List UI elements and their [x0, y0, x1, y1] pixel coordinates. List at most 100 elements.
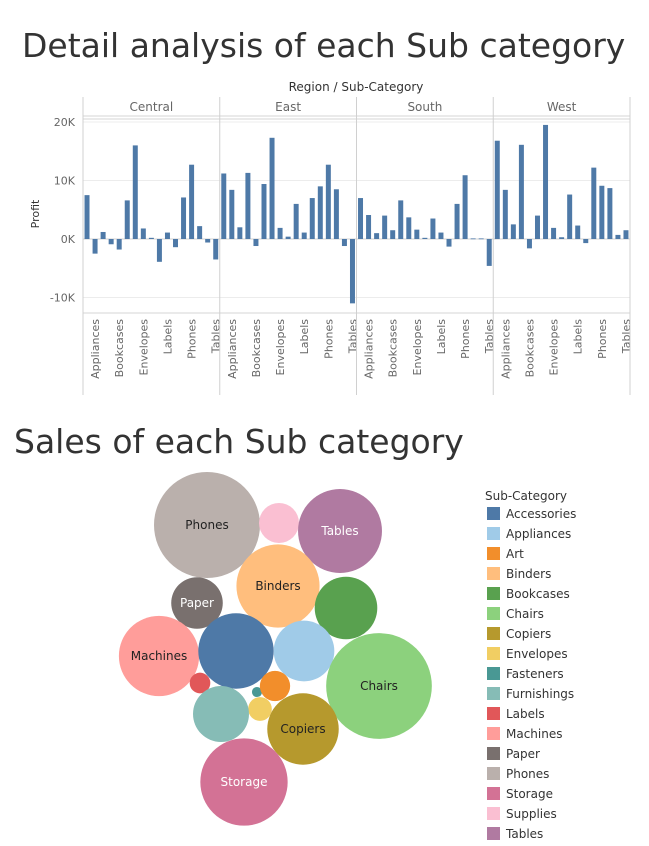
x-tick-label: Bookcases: [250, 319, 263, 378]
bar-central-envelopes[interactable]: [140, 228, 146, 239]
bar-central-accessories[interactable]: [84, 195, 90, 239]
bar-east-machines[interactable]: [309, 198, 315, 239]
bar-south-copiers[interactable]: [406, 217, 412, 239]
legend-item-tables[interactable]: Tables: [505, 827, 543, 841]
bar-east-paper[interactable]: [317, 186, 323, 239]
bar-central-phones[interactable]: [189, 164, 195, 239]
legend-item-paper[interactable]: Paper: [506, 747, 540, 761]
bar-central-fasteners[interactable]: [148, 237, 154, 239]
bar-central-binders[interactable]: [108, 239, 114, 245]
bar-south-accessories[interactable]: [358, 198, 364, 239]
legend-item-copiers[interactable]: Copiers: [506, 627, 551, 641]
bar-west-bookcases[interactable]: [526, 239, 532, 249]
bar-central-paper[interactable]: [181, 197, 187, 239]
bar-east-envelopes[interactable]: [277, 227, 283, 239]
bar-south-furnishings[interactable]: [430, 218, 436, 239]
y-tick-label: 10K: [54, 175, 76, 188]
bar-central-bookcases[interactable]: [116, 239, 122, 250]
legend-item-storage[interactable]: Storage: [506, 787, 553, 801]
legend-swatch-envelopes: [487, 647, 500, 660]
bar-west-envelopes[interactable]: [551, 227, 557, 239]
bar-south-binders[interactable]: [382, 215, 388, 239]
bar-central-storage[interactable]: [197, 226, 203, 239]
bar-central-appliances[interactable]: [92, 239, 98, 254]
bar-south-tables[interactable]: [486, 239, 492, 266]
region-header-east: East: [275, 100, 301, 114]
x-tick-label: Bookcases: [113, 319, 126, 378]
bar-west-binders[interactable]: [518, 144, 524, 239]
bar-west-supplies[interactable]: [615, 234, 621, 239]
bar-west-art[interactable]: [510, 224, 516, 239]
bar-east-phones[interactable]: [325, 164, 331, 239]
bar-east-fasteners[interactable]: [285, 236, 291, 239]
legend-item-art[interactable]: Art: [506, 547, 524, 561]
bar-east-storage[interactable]: [333, 189, 339, 239]
bar-west-chairs[interactable]: [534, 215, 540, 239]
legend-item-binders[interactable]: Binders: [506, 567, 551, 581]
bar-west-fasteners[interactable]: [559, 237, 565, 239]
legend-swatch-paper: [487, 747, 500, 760]
bar-south-bookcases[interactable]: [390, 230, 396, 239]
legend-item-accessories[interactable]: Accessories: [506, 507, 576, 521]
bar-central-labels[interactable]: [164, 232, 170, 239]
bar-east-appliances[interactable]: [229, 189, 235, 239]
bar-south-appliances[interactable]: [366, 215, 372, 239]
bar-west-tables[interactable]: [623, 230, 629, 239]
x-tick-label: Phones: [459, 319, 472, 359]
legend-swatch-fasteners: [487, 667, 500, 680]
bar-south-fasteners[interactable]: [422, 237, 428, 239]
bar-east-art[interactable]: [237, 227, 243, 239]
x-tick-label: Appliances: [363, 319, 376, 379]
bar-south-chairs[interactable]: [398, 200, 404, 239]
bar-east-binders[interactable]: [245, 172, 251, 239]
bar-west-storage[interactable]: [607, 188, 613, 239]
bar-west-appliances[interactable]: [502, 189, 508, 239]
bar-west-furnishings[interactable]: [567, 194, 573, 239]
bar-central-chairs[interactable]: [124, 200, 130, 239]
bar-south-storage[interactable]: [470, 238, 476, 240]
bar-east-supplies[interactable]: [341, 239, 347, 247]
bar-south-labels[interactable]: [438, 232, 444, 239]
legend-item-labels[interactable]: Labels: [506, 707, 545, 721]
x-tick-label: Labels: [435, 319, 448, 355]
bar-west-machines[interactable]: [583, 239, 589, 244]
bar-south-phones[interactable]: [462, 175, 468, 239]
bar-south-envelopes[interactable]: [414, 229, 420, 239]
legend-item-bookcases[interactable]: Bookcases: [506, 587, 570, 601]
legend-item-supplies[interactable]: Supplies: [506, 807, 557, 821]
bar-east-accessories[interactable]: [221, 173, 227, 239]
legend-item-phones[interactable]: Phones: [506, 767, 549, 781]
bar-east-bookcases[interactable]: [253, 239, 259, 247]
bar-central-furnishings[interactable]: [156, 239, 162, 262]
legend-item-envelopes[interactable]: Envelopes: [506, 647, 568, 661]
bar-south-machines[interactable]: [446, 239, 452, 247]
x-tick-label: Envelopes: [137, 319, 150, 376]
legend-item-appliances[interactable]: Appliances: [506, 527, 571, 541]
bar-east-tables[interactable]: [349, 239, 355, 304]
bar-east-chairs[interactable]: [261, 184, 267, 239]
bar-central-supplies[interactable]: [205, 239, 211, 243]
bar-central-tables[interactable]: [213, 239, 219, 260]
legend-item-machines[interactable]: Machines: [506, 727, 562, 741]
bar-central-art[interactable]: [100, 231, 106, 239]
bar-west-copiers[interactable]: [543, 124, 549, 239]
bar-west-paper[interactable]: [591, 167, 597, 239]
x-tick-label: Envelopes: [548, 319, 561, 376]
bar-south-art[interactable]: [374, 233, 380, 239]
legend-item-chairs[interactable]: Chairs: [506, 607, 544, 621]
bar-central-copiers[interactable]: [132, 145, 138, 239]
bar-east-labels[interactable]: [301, 232, 307, 239]
bar-west-labels[interactable]: [575, 225, 581, 239]
legend-title: Sub-Category: [485, 489, 567, 503]
bar-west-phones[interactable]: [599, 185, 605, 239]
legend-swatch-tables: [487, 827, 500, 840]
legend-item-fasteners[interactable]: Fasteners: [506, 667, 564, 681]
bar-central-machines[interactable]: [173, 239, 179, 248]
bar-south-supplies[interactable]: [478, 238, 484, 240]
bar-west-accessories[interactable]: [494, 140, 500, 239]
x-tick-label: Labels: [572, 319, 585, 355]
legend-item-furnishings[interactable]: Furnishings: [506, 687, 574, 701]
bar-south-paper[interactable]: [454, 203, 460, 239]
bar-east-copiers[interactable]: [269, 137, 275, 239]
bar-east-furnishings[interactable]: [293, 203, 299, 239]
